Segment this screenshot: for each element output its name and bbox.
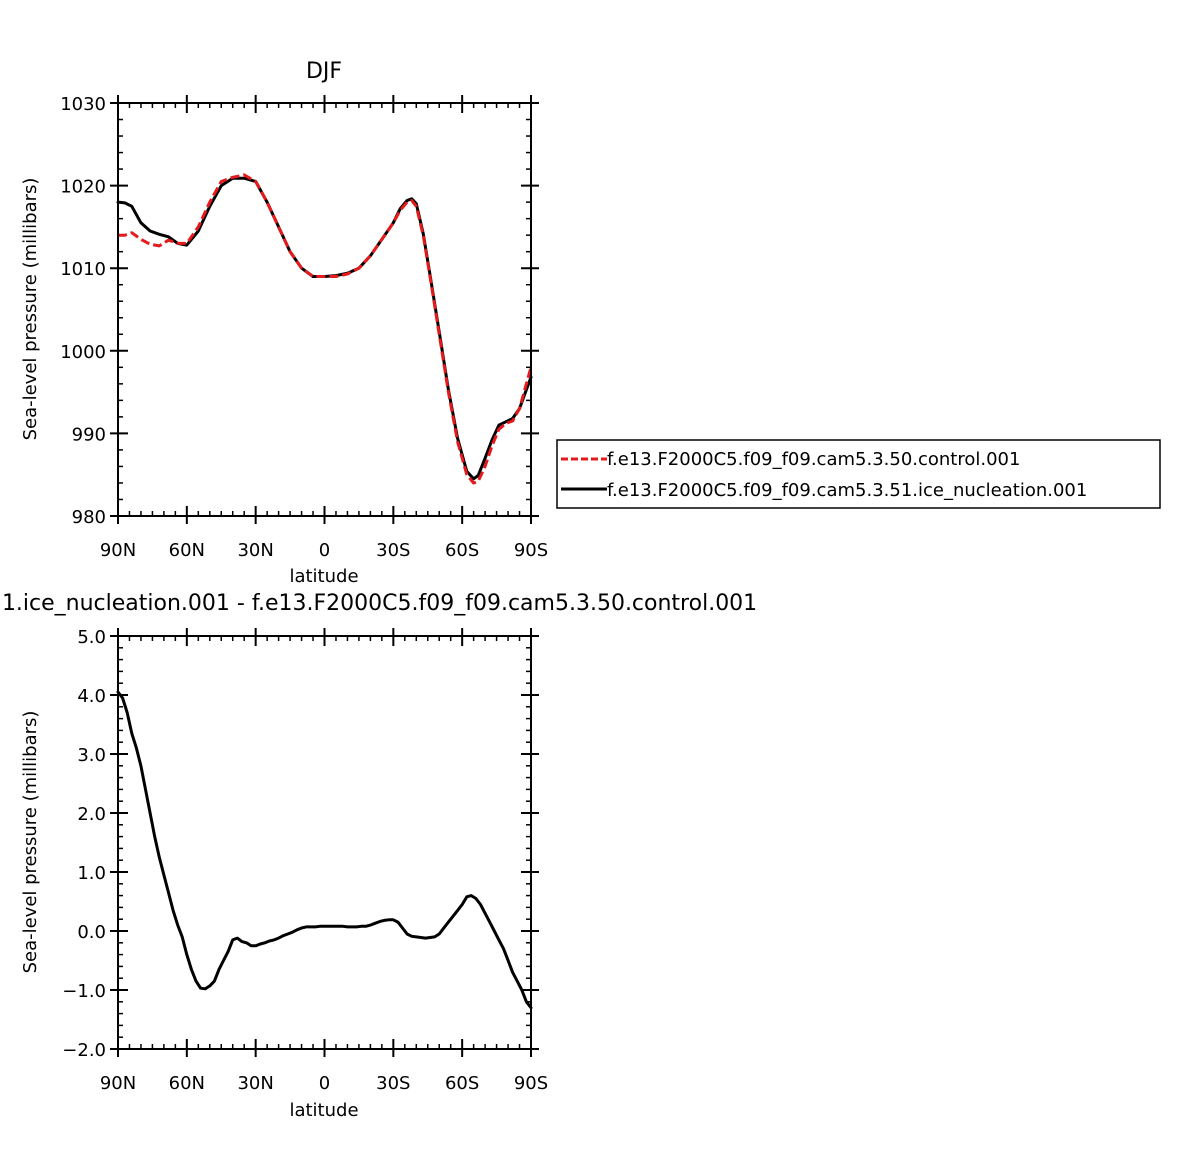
x-tick-label: 60N <box>169 540 205 561</box>
series-line-0 <box>118 173 533 485</box>
top-panel-x-axis-title: latitude <box>289 566 358 587</box>
x-tick-label: 30N <box>237 540 273 561</box>
x-tick-label: 30S <box>376 540 410 561</box>
bottom-panel-y-axis-title: Sea-level pressure (millibars) <box>20 711 41 974</box>
legend-label-ice-nucleation: f.e13.F2000C5.f09_f09.cam5.3.51.ice_nucl… <box>607 480 1087 501</box>
y-tick-label: −1.0 <box>62 981 106 1002</box>
bottom-panel-tick-labels: 90N 60N 30N 0 30S 60S 90S −2.0 −1.0 0.0 1.0 2.0 3.0 4… <box>62 627 548 1094</box>
x-tick-label: 60S <box>445 540 479 561</box>
x-tick-label: 90S <box>514 1073 548 1094</box>
x-tick-label: 90N <box>100 1073 136 1094</box>
series-line-0 <box>116 690 533 1010</box>
y-tick-label: 1030 <box>60 94 106 115</box>
y-tick-label: 990 <box>72 424 106 445</box>
y-tick-label: 3.0 <box>77 745 106 766</box>
top-panel-lines <box>116 173 533 485</box>
bottom-panel-x-axis-title: latitude <box>289 1100 358 1121</box>
top-panel-title: DJF <box>306 59 342 84</box>
y-tick-label: 1010 <box>60 259 106 280</box>
x-tick-label: 60S <box>445 1073 479 1094</box>
top-panel: DJF 90N 60N 30N 0 30S 60S 90S 980 990 1000 1010 102… <box>20 59 548 587</box>
bottom-panel: f.e13.F2000C5.f09_f09.cam5.3.51.ice_nucl… <box>0 591 757 1121</box>
x-tick-label: 0 <box>319 540 330 561</box>
x-tick-label: 30N <box>237 1073 273 1094</box>
top-panel-y-axis-title: Sea-level pressure (millibars) <box>20 178 41 441</box>
y-tick-label: −2.0 <box>62 1040 106 1061</box>
x-tick-label: 90N <box>100 540 136 561</box>
y-tick-label: 2.0 <box>77 804 106 825</box>
y-tick-label: 1020 <box>60 177 106 198</box>
legend-label-control: f.e13.F2000C5.f09_f09.cam5.3.50.control.… <box>607 449 1020 470</box>
series-line-1 <box>116 176 533 481</box>
y-tick-label: 5.0 <box>77 627 106 648</box>
top-panel-frame <box>117 102 532 517</box>
top-panel-tick-labels: 90N 60N 30N 0 30S 60S 90S 980 990 1000 1010 1020 103… <box>60 94 548 561</box>
y-tick-label: 0.0 <box>77 922 106 943</box>
y-tick-label: 4.0 <box>77 686 106 707</box>
x-tick-label: 30S <box>376 1073 410 1094</box>
y-tick-label: 1000 <box>60 342 106 363</box>
y-tick-label: 980 <box>72 507 106 528</box>
bottom-panel-lines <box>116 690 533 1010</box>
top-panel-ticks <box>110 95 539 524</box>
legend: f.e13.F2000C5.f09_f09.cam5.3.50.control.… <box>556 439 1161 509</box>
bottom-panel-title: f.e13.F2000C5.f09_f09.cam5.3.51.ice_nucl… <box>0 591 757 616</box>
bottom-panel-frame <box>117 635 532 1050</box>
x-tick-label: 90S <box>514 540 548 561</box>
y-tick-label: 1.0 <box>77 863 106 884</box>
x-tick-label: 0 <box>319 1073 330 1094</box>
bottom-panel-ticks <box>110 628 539 1057</box>
legend-box <box>556 439 1161 509</box>
x-tick-label: 60N <box>169 1073 205 1094</box>
